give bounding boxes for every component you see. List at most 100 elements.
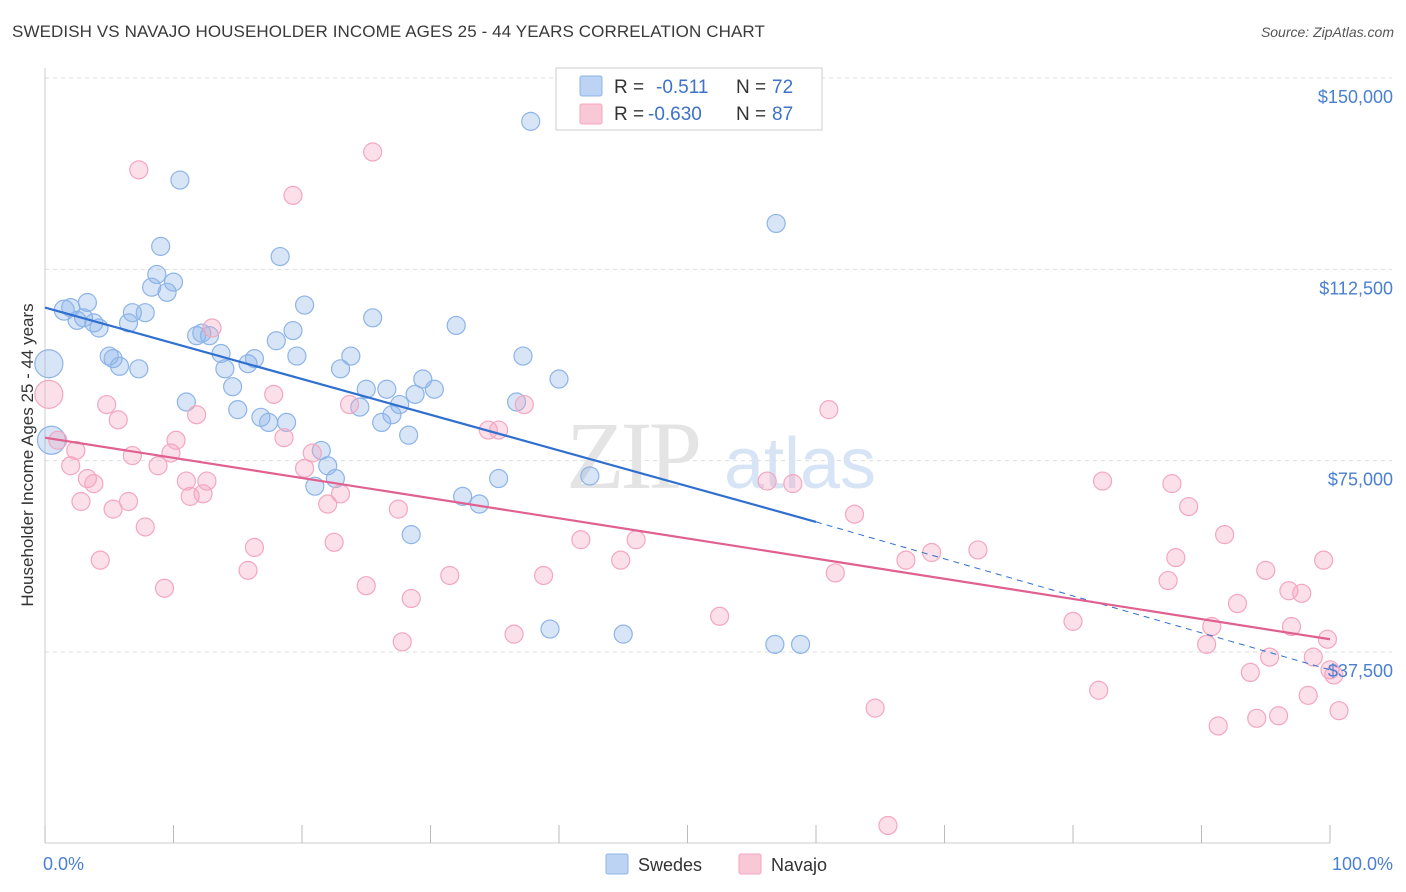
navajo-point-79: [1281, 616, 1302, 637]
swedes-point-71: [790, 634, 811, 654]
legend-n-label-swedes: N =: [736, 77, 766, 98]
swedes-point-63: [513, 346, 533, 366]
swedes-point-68: [613, 624, 633, 644]
swedes-point-21: [170, 170, 190, 190]
navajo-point-6: [84, 474, 104, 494]
swedes-point-6: [77, 292, 98, 313]
x-tick-labels: 0.0% 100.0%: [43, 854, 1393, 874]
navajo-point-31: [302, 443, 322, 463]
navajo-point-54: [825, 563, 845, 583]
swedes-point-25: [199, 326, 220, 346]
navajo-points: [34, 142, 1349, 836]
navajo-point-34: [330, 484, 351, 504]
swedes-trend-extension: [815, 521, 1331, 671]
swedes-point-11: [109, 356, 130, 376]
series-legend-label-navajo: Navajo: [771, 855, 827, 875]
navajo-point-50: [710, 606, 730, 626]
navajo-point-29: [283, 185, 303, 205]
swedes-point-49: [372, 412, 392, 432]
y-tick-label-3: $150,000: [1318, 87, 1393, 107]
swedes-point-59: [453, 486, 473, 506]
y-axis-label: Householder Income Ages 25 - 44 years: [18, 303, 37, 606]
swedes-point-38: [287, 346, 307, 366]
navajo-point-82: [1303, 647, 1323, 667]
navajo-point-16: [154, 578, 175, 598]
navajo-point-52: [783, 474, 803, 494]
navajo-point-0: [34, 379, 64, 409]
navajo-point-41: [440, 565, 460, 586]
swedes-point-24: [192, 323, 212, 343]
navajo-point-60: [968, 540, 988, 560]
navajo-point-51: [757, 471, 777, 491]
navajo-point-53: [819, 400, 839, 420]
swedes-point-69: [765, 634, 785, 654]
swedes-point-29: [228, 400, 248, 420]
trend-lines: [44, 306, 1331, 671]
navajo-point-28: [274, 428, 294, 448]
swedes-point-14: [129, 359, 149, 379]
navajo-point-23: [197, 471, 217, 491]
axes: [44, 68, 1331, 844]
navajo-point-58: [896, 550, 916, 570]
swedes-point-66: [549, 369, 569, 389]
legend-swatch-navajo: [579, 103, 603, 125]
navajo-point-65: [1162, 474, 1182, 494]
swedes-point-18: [151, 236, 171, 256]
swedes-point-55: [405, 384, 425, 404]
swedes-point-10: [103, 349, 123, 369]
swedes-point-50: [377, 379, 397, 399]
navajo-point-55: [844, 504, 865, 524]
swedes-point-17: [147, 264, 167, 285]
navajo-point-18: [166, 430, 186, 450]
navajo-point-66: [1166, 548, 1186, 568]
watermark-zip: ZIP: [566, 402, 699, 509]
swedes-point-47: [356, 379, 376, 399]
swedes-point-62: [506, 392, 527, 412]
navajo-point-12: [122, 445, 142, 466]
series-legend-swatch-navajo: [738, 853, 762, 875]
navajo-point-76: [1260, 647, 1280, 667]
navajo-point-75: [1256, 560, 1276, 580]
navajo-point-73: [1240, 662, 1260, 683]
swedes-point-35: [270, 246, 290, 267]
swedes-point-34: [266, 331, 286, 351]
navajo-point-85: [1320, 660, 1340, 680]
navajo-point-22: [193, 484, 213, 504]
swedes-point-67: [580, 466, 600, 486]
swedes-point-57: [424, 379, 444, 399]
swedes-point-65: [540, 619, 560, 639]
navajo-point-57: [878, 815, 898, 836]
swedes-trend-line: [44, 306, 817, 523]
watermark: ZIP atlas: [566, 402, 876, 509]
legend-r-label-navajo: R =: [614, 104, 644, 125]
navajo-point-71: [1215, 525, 1235, 545]
navajo-point-81: [1298, 685, 1318, 705]
navajo-point-11: [118, 491, 139, 512]
navajo-point-39: [392, 632, 412, 652]
navajo-point-2: [61, 456, 81, 476]
navajo-point-87: [1329, 701, 1349, 721]
navajo-point-37: [363, 142, 383, 162]
swedes-point-45: [341, 346, 361, 366]
navajo-point-32: [318, 494, 338, 514]
series-legend-label-swedes: Swedes: [638, 855, 702, 875]
y-tick-label-0: $37,500: [1328, 661, 1393, 681]
navajo-point-26: [244, 537, 265, 558]
navajo-point-67: [1179, 496, 1199, 517]
navajo-point-8: [97, 394, 117, 415]
swedes-point-37: [283, 320, 303, 341]
navajo-point-46: [533, 565, 554, 586]
legend-r-value-navajo: -0.630: [648, 104, 702, 125]
swedes-points: [34, 111, 811, 654]
swedes-point-54: [401, 525, 421, 545]
legend-n-label-navajo: N =: [736, 104, 766, 125]
navajo-point-59: [922, 542, 942, 563]
legend-r-value-swedes: -0.511: [656, 77, 708, 98]
navajo-point-27: [264, 384, 284, 404]
swedes-point-39: [294, 295, 315, 315]
swedes-point-58: [446, 315, 466, 336]
navajo-point-63: [1092, 471, 1113, 491]
navajo-point-9: [103, 499, 123, 519]
series-legend: Swedes Navajo: [605, 853, 827, 875]
